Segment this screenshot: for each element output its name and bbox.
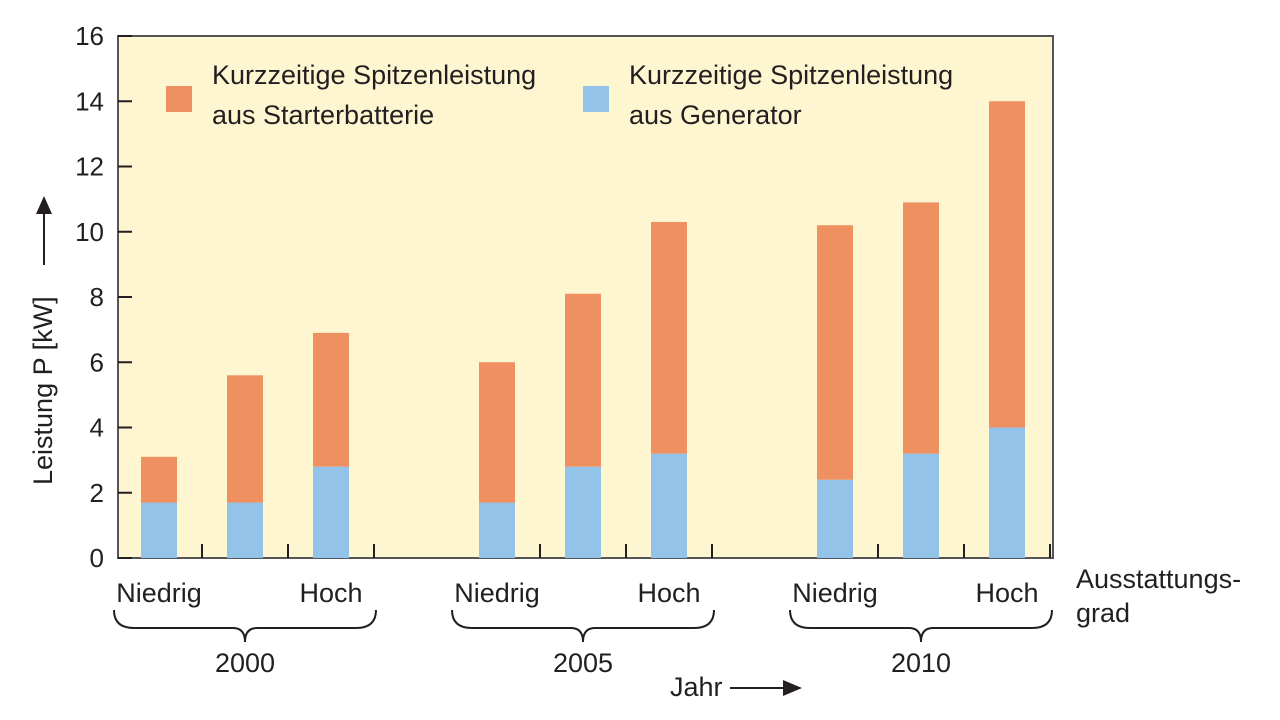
group-brace [451, 609, 715, 643]
category-label: Hoch [299, 578, 362, 608]
group-brace [113, 609, 377, 643]
bar-segment-battery [479, 362, 515, 503]
legend-swatch-generator [583, 86, 609, 112]
group-label: 2010 [891, 648, 951, 678]
y-tick-label: 4 [90, 413, 104, 443]
category-label: Niedrig [454, 578, 540, 608]
bar-segment-generator [989, 427, 1025, 558]
category-label: Niedrig [792, 578, 878, 608]
legend-label-battery-2: aus Starterbatterie [212, 100, 434, 130]
legend-label-battery-1: Kurzzeitige Spitzenleistung [212, 60, 536, 90]
category-label: Niedrig [116, 578, 202, 608]
y-tick-label: 14 [75, 86, 104, 116]
bar-segment-battery [989, 101, 1025, 428]
bar-segment-generator [141, 502, 177, 558]
bar-segment-generator [565, 466, 601, 558]
bar-segment-generator [227, 502, 263, 558]
y-tick-label: 12 [75, 152, 104, 182]
x-axis-arrow-icon [730, 680, 802, 696]
y-tick-label: 0 [90, 543, 104, 573]
y-tick-label: 10 [75, 217, 104, 247]
category-axis-label-2: grad [1076, 598, 1130, 628]
y-tick-label: 6 [90, 347, 104, 377]
bar-segment-battery [903, 202, 939, 454]
bar-segment-generator [903, 453, 939, 558]
bar-segment-battery [817, 225, 853, 480]
bar-segment-battery [565, 293, 601, 467]
bar-segment-battery [227, 375, 263, 503]
legend-label-generator-1: Kurzzeitige Spitzenleistung [629, 60, 953, 90]
category-label: Hoch [637, 578, 700, 608]
group-label: 2000 [215, 648, 275, 678]
category-label: Hoch [975, 578, 1038, 608]
bar-segment-generator [479, 502, 515, 558]
bar-segment-battery [313, 332, 349, 467]
y-axis-arrow-icon [36, 196, 52, 265]
category-axis-label-1: Ausstattungs- [1076, 564, 1241, 594]
y-axis-label: Leistung P [kW] [28, 296, 58, 485]
group-brace [789, 609, 1053, 643]
y-tick-label: 2 [90, 478, 104, 508]
y-tick-label: 16 [75, 21, 104, 51]
bar-segment-generator [817, 479, 853, 558]
group-label: 2005 [553, 648, 613, 678]
bar-segment-battery [651, 221, 687, 454]
x-axis-label: Jahr [670, 672, 723, 702]
bar-segment-generator [313, 466, 349, 558]
bar-segment-battery [141, 456, 177, 503]
bar-segment-generator [651, 453, 687, 558]
legend-swatch-battery [166, 86, 192, 112]
legend-label-generator-2: aus Generator [629, 100, 802, 130]
y-tick-label: 8 [90, 282, 104, 312]
